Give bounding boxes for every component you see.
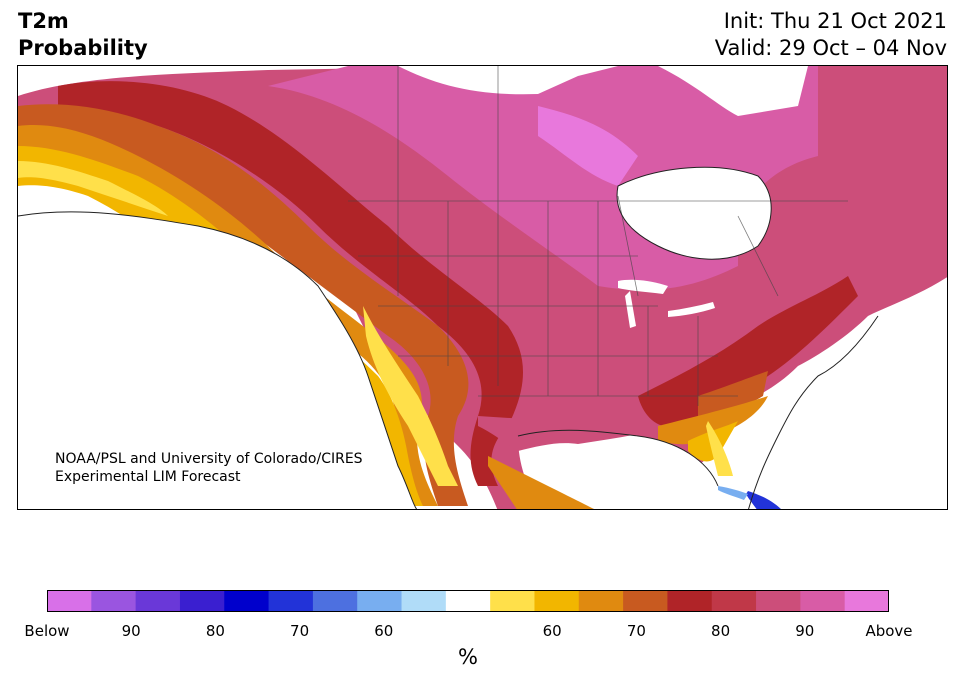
map-title: T2m Probability xyxy=(18,8,148,62)
colorbar-tick-label: 80 xyxy=(205,622,225,640)
colorbar-border xyxy=(47,590,889,612)
caribbean-blue xyxy=(746,491,781,509)
region-florida-yellow xyxy=(706,421,733,476)
colorbar-tick-label: 90 xyxy=(795,622,815,640)
colorbar-tick-label: 60 xyxy=(374,622,394,640)
mexico-land xyxy=(488,456,594,509)
credit-org: NOAA/PSL and University of Colorado/CIRE… xyxy=(55,451,363,467)
colorbar-swatch xyxy=(534,590,580,612)
colorbar-swatch xyxy=(578,590,624,612)
region-gold xyxy=(18,146,423,506)
init-date: Init: Thu 21 Oct 2021 xyxy=(723,9,947,33)
colorbar-swatch xyxy=(756,590,801,612)
great-lakes xyxy=(618,279,668,294)
probability-map-graphic xyxy=(18,66,947,509)
colorbar xyxy=(47,590,889,612)
colorbar-tick-label: Above xyxy=(865,622,913,640)
arctic-water xyxy=(398,66,618,95)
colorbar-swatch xyxy=(711,590,757,612)
caribbean-light-blue xyxy=(718,486,748,500)
colorbar-tick-label: 70 xyxy=(290,622,310,640)
colorbar-tick-label: 90 xyxy=(121,622,141,640)
atlantic-ocean xyxy=(748,296,947,509)
gulf-coast-land xyxy=(478,416,638,451)
region-se-orange xyxy=(658,396,768,445)
colorbar-swatch xyxy=(844,590,889,612)
colorbar-swatch xyxy=(667,590,713,612)
colorbar-unit: % xyxy=(458,645,478,669)
hudson-bay xyxy=(617,167,772,260)
coastlines xyxy=(18,166,879,509)
pacific-ocean xyxy=(18,211,417,509)
colorbar-swatch xyxy=(179,590,225,612)
colorbar-swatch xyxy=(268,590,314,612)
region-east-red xyxy=(638,276,858,427)
colorbar-swatch xyxy=(91,590,137,612)
colorbar-tick-label: 70 xyxy=(626,622,646,640)
colorbar-swatch xyxy=(135,590,181,612)
colorbar-tick-label: 80 xyxy=(711,622,731,640)
region-east-orange xyxy=(698,371,768,416)
map-credit: NOAA/PSL and University of Colorado/CIRE… xyxy=(55,450,363,486)
credit-product: Experimental LIM Forecast xyxy=(55,469,241,485)
variable-label: T2m xyxy=(18,9,69,33)
lake-erie xyxy=(668,302,715,317)
arctic-water-east xyxy=(658,66,808,116)
colorbar-graphic xyxy=(47,590,889,612)
region-yellow xyxy=(18,161,168,216)
colorbar-swatch xyxy=(401,590,447,612)
political-borders xyxy=(348,66,848,406)
region-west-yellow xyxy=(363,306,458,486)
forecast-dates: Init: Thu 21 Oct 2021 Valid: 29 Oct – 04… xyxy=(715,8,947,62)
region-dark-red xyxy=(58,81,523,487)
gulf-of-mexico xyxy=(518,430,718,509)
colorbar-swatch xyxy=(224,590,270,612)
colorbar-swatch xyxy=(623,590,668,612)
colorbar-swatch xyxy=(312,590,358,612)
colorbar-swatch xyxy=(445,590,491,612)
forecast-map: NOAA/PSL and University of Colorado/CIRE… xyxy=(17,65,948,510)
colorbar-swatch xyxy=(490,590,535,612)
colorbar-swatch xyxy=(47,590,92,612)
colorbar-swatch xyxy=(800,590,846,612)
valid-range: Valid: 29 Oct – 04 Nov xyxy=(714,36,947,60)
colorbar-tick-label: 60 xyxy=(542,622,562,640)
colorbar-tick-label: Below xyxy=(24,622,70,640)
lake-michigan xyxy=(625,291,636,328)
colorbar-swatch xyxy=(357,590,403,612)
product-label: Probability xyxy=(18,36,148,60)
region-light-magenta xyxy=(538,106,638,186)
